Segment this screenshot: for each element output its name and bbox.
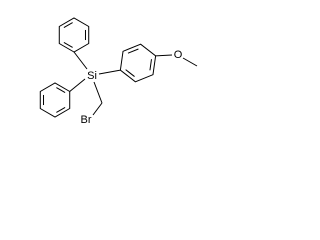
- benzene-ring: [39, 82, 71, 118]
- double-bond: [63, 41, 73, 48]
- page: Si Br O (() => { const data = JSON.parse…: [0, 0, 225, 140]
- atom-label: Si: [87, 70, 97, 82]
- benzene-ring: [119, 43, 157, 83]
- bond: [93, 81, 103, 104]
- atom-label: O: [174, 49, 183, 61]
- double-bond: [56, 106, 66, 113]
- bond: [73, 51, 88, 70]
- bond: [69, 78, 86, 92]
- double-bond: [63, 22, 73, 29]
- bond: [155, 54, 173, 57]
- molecule-diagram: Si Br O: [39, 17, 198, 126]
- bond: [92, 102, 103, 116]
- benzene-ring: [58, 17, 90, 53]
- double-bond: [125, 69, 135, 77]
- double-bond: [149, 59, 152, 71]
- double-bond: [56, 87, 66, 94]
- bond: [98, 69, 121, 75]
- double-bond: [127, 48, 139, 54]
- bond: [182, 57, 198, 67]
- atom-label: Br: [81, 114, 92, 126]
